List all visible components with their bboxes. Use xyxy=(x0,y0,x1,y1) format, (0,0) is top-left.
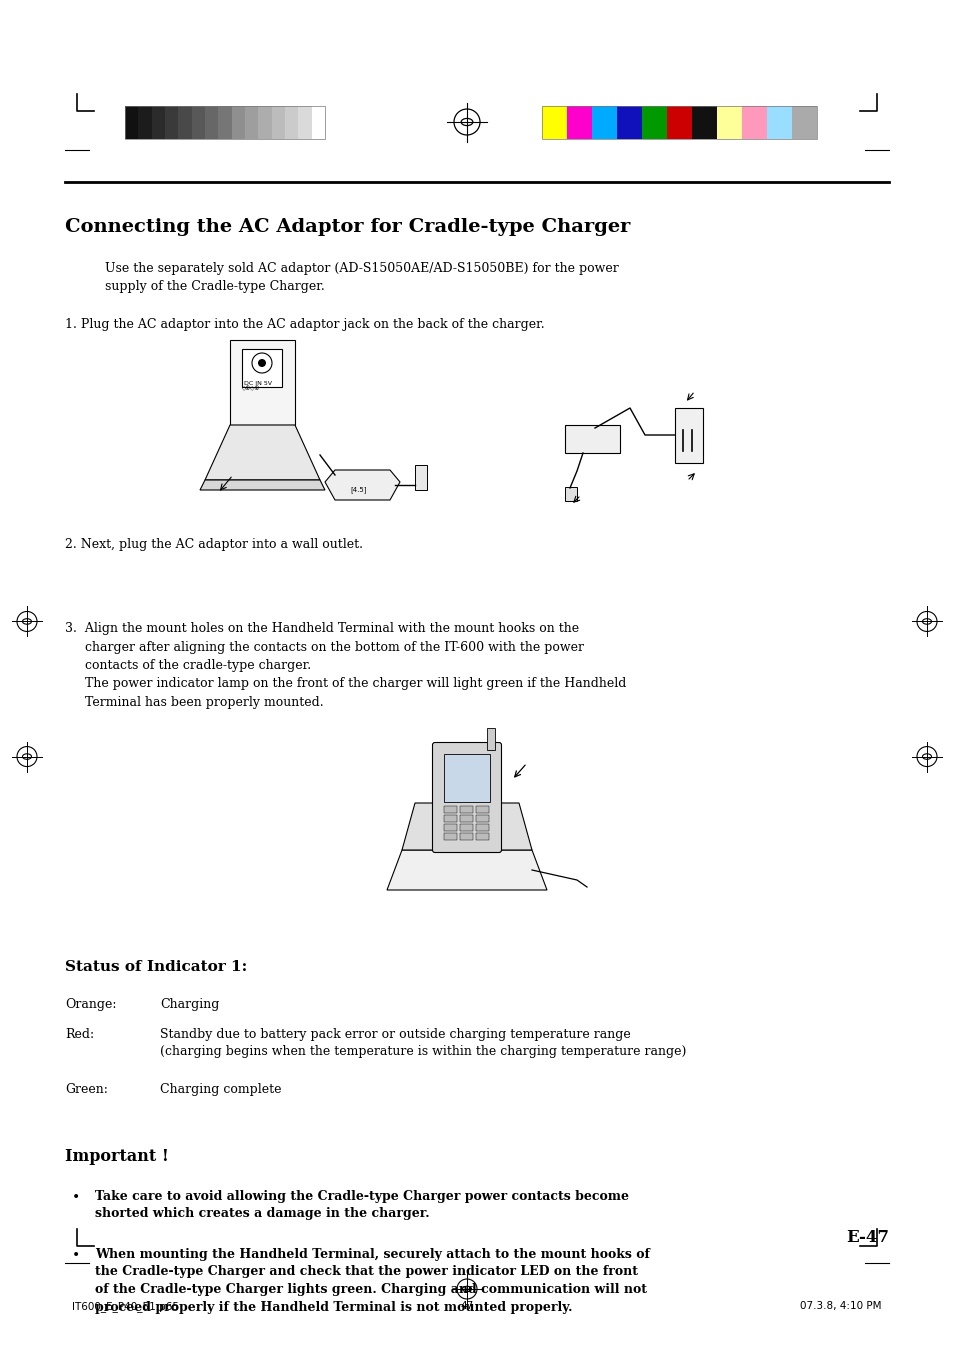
Bar xyxy=(675,408,702,463)
Polygon shape xyxy=(325,470,399,500)
Text: Use the separately sold AC adaptor (AD-S15050AE/AD-S15050BE) for the power
suppl: Use the separately sold AC adaptor (AD-S… xyxy=(105,262,618,293)
Circle shape xyxy=(257,359,266,367)
Bar xyxy=(459,815,473,821)
Polygon shape xyxy=(205,426,319,480)
Bar xyxy=(592,105,617,139)
Bar xyxy=(741,105,766,139)
Bar xyxy=(443,754,490,802)
Bar xyxy=(666,105,691,139)
Text: Red:: Red: xyxy=(65,1028,94,1042)
Text: Orange:: Orange: xyxy=(65,998,116,1011)
Bar xyxy=(459,807,473,813)
Bar xyxy=(138,105,152,139)
Text: Important !: Important ! xyxy=(65,1148,169,1165)
Bar xyxy=(415,465,427,489)
Bar xyxy=(178,105,192,139)
Bar xyxy=(245,105,258,139)
Bar xyxy=(192,105,205,139)
Text: Standby due to battery pack error or outside charging temperature range
(chargin: Standby due to battery pack error or out… xyxy=(160,1028,685,1058)
Bar xyxy=(541,105,566,139)
Bar xyxy=(285,105,298,139)
Bar xyxy=(717,105,741,139)
Bar xyxy=(564,486,577,501)
Text: •: • xyxy=(71,1190,80,1204)
Bar xyxy=(443,815,456,821)
Bar xyxy=(312,105,325,139)
Bar xyxy=(486,728,495,750)
Bar xyxy=(242,349,282,386)
Text: 2. Next, plug the AC adaptor into a wall outlet.: 2. Next, plug the AC adaptor into a wall… xyxy=(65,538,363,551)
Bar xyxy=(459,834,473,840)
Text: ◇①◇①: ◇①◇① xyxy=(242,386,260,392)
Text: IT600_E_P40_51.p65: IT600_E_P40_51.p65 xyxy=(71,1301,179,1312)
Bar xyxy=(272,105,285,139)
Bar xyxy=(564,426,619,453)
Bar xyxy=(476,834,489,840)
Bar xyxy=(258,105,272,139)
Bar xyxy=(443,807,456,813)
Bar xyxy=(566,105,592,139)
Bar xyxy=(205,105,218,139)
Text: Connecting the AC Adaptor for Cradle-type Charger: Connecting the AC Adaptor for Cradle-typ… xyxy=(65,218,630,236)
Circle shape xyxy=(252,353,272,373)
Bar xyxy=(766,105,791,139)
Text: •: • xyxy=(71,1248,80,1262)
Bar xyxy=(617,105,641,139)
Bar xyxy=(443,834,456,840)
Bar xyxy=(443,824,456,831)
Bar xyxy=(691,105,717,139)
Bar xyxy=(125,105,325,139)
Text: When mounting the Handheld Terminal, securely attach to the mount hooks of
the C: When mounting the Handheld Terminal, sec… xyxy=(95,1248,649,1313)
Polygon shape xyxy=(200,480,325,490)
Text: Charging complete: Charging complete xyxy=(160,1084,281,1096)
Bar xyxy=(218,105,232,139)
Text: 3.  Align the mount holes on the Handheld Terminal with the mount hooks on the
 : 3. Align the mount holes on the Handheld… xyxy=(65,621,626,709)
Text: Green:: Green: xyxy=(65,1084,108,1096)
Bar xyxy=(641,105,666,139)
Bar xyxy=(541,105,816,139)
Polygon shape xyxy=(387,850,546,890)
Bar xyxy=(152,105,165,139)
Bar xyxy=(459,824,473,831)
Polygon shape xyxy=(230,340,294,426)
Bar xyxy=(791,105,816,139)
FancyBboxPatch shape xyxy=(432,743,501,852)
Text: DC IN 5V: DC IN 5V xyxy=(244,381,272,386)
Bar xyxy=(476,824,489,831)
Bar xyxy=(232,105,245,139)
Bar xyxy=(476,807,489,813)
Text: 1. Plug the AC adaptor into the AC adaptor jack on the back of the charger.: 1. Plug the AC adaptor into the AC adapt… xyxy=(65,317,544,331)
Text: Take care to avoid allowing the Cradle-type Charger power contacts become
shorte: Take care to avoid allowing the Cradle-t… xyxy=(95,1190,628,1220)
Bar xyxy=(298,105,312,139)
Bar xyxy=(476,815,489,821)
Text: E-47: E-47 xyxy=(845,1229,888,1246)
Text: 47: 47 xyxy=(460,1301,473,1310)
Polygon shape xyxy=(401,802,532,850)
Bar xyxy=(165,105,178,139)
Text: [4.5]: [4.5] xyxy=(350,486,366,493)
Text: 07.3.8, 4:10 PM: 07.3.8, 4:10 PM xyxy=(800,1301,882,1310)
Bar xyxy=(125,105,138,139)
Text: Charging: Charging xyxy=(160,998,219,1011)
Text: Status of Indicator 1:: Status of Indicator 1: xyxy=(65,961,247,974)
